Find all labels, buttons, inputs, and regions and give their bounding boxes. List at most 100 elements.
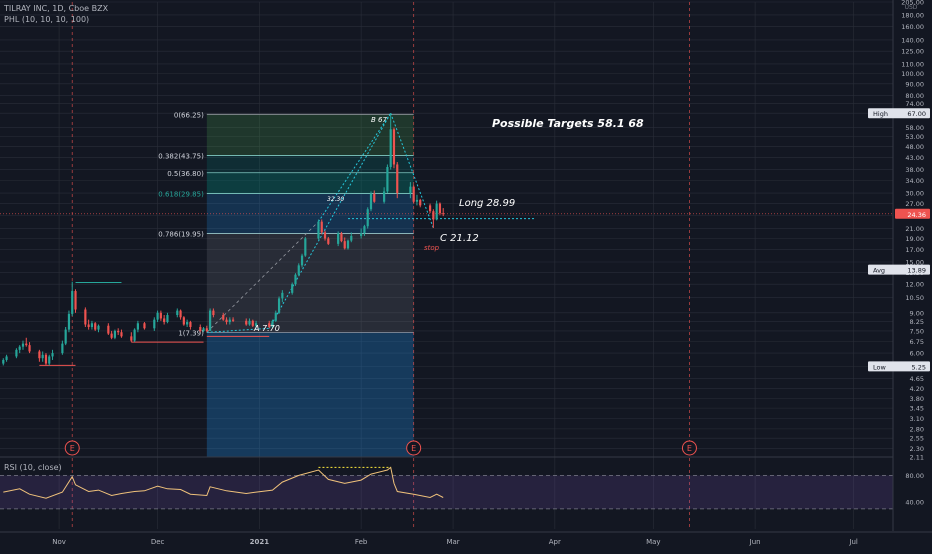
candle-body	[320, 221, 323, 233]
stop-label: stop	[424, 244, 440, 252]
candles	[2, 113, 445, 366]
price-tick-label: 110.00	[901, 60, 924, 68]
price-tick-label: 2.30	[910, 445, 924, 453]
candle-body	[48, 356, 51, 364]
candle-body	[231, 319, 235, 321]
candle-body	[2, 359, 5, 364]
price-tick-label: 34.00	[905, 177, 924, 185]
candle-body	[281, 292, 284, 299]
price-tick-label: 2.55	[910, 435, 924, 443]
candle-body	[117, 330, 120, 333]
earnings-marker: E	[406, 440, 422, 456]
fib-band	[206, 233, 414, 333]
candle-body	[130, 336, 133, 341]
candle-body	[346, 240, 350, 249]
high-price-tag: High 67.00	[868, 108, 930, 119]
candle-body	[291, 284, 294, 293]
time-axis: Nov Dec 2021 Feb Mar Apr May Jun Jul	[0, 531, 932, 546]
earnings-marker-circle	[406, 440, 422, 456]
price-tick-label: 38.00	[905, 166, 924, 174]
time-tick-label: Jul	[848, 538, 858, 546]
candle-body	[44, 354, 48, 364]
candle-body	[369, 193, 373, 210]
candle-body	[38, 351, 41, 359]
symbol-title[interactable]: TILRAY INC, 1D, Cboe BZX	[4, 4, 109, 13]
candle-body	[392, 129, 396, 165]
candle-body	[166, 315, 169, 323]
rsi-band	[0, 475, 893, 509]
rsi-pane: RSI (10, close)	[0, 456, 932, 510]
fib-level-label: 0.5(36.80)	[167, 170, 204, 178]
price-tick-label: 74.00	[905, 100, 924, 108]
fib-level-label: 0.618(29.85)	[158, 191, 204, 199]
price-tick-label: 3.80	[910, 395, 924, 403]
candle-body	[5, 356, 8, 360]
candle-body	[337, 233, 340, 244]
candle-body	[182, 317, 185, 325]
price-tick-label: 4.65	[910, 375, 924, 383]
time-tick-label: Dec	[151, 538, 165, 546]
candle-body	[61, 343, 64, 354]
earnings-marker-label: E	[70, 444, 75, 453]
candle-body	[428, 205, 432, 212]
candle-body	[248, 320, 251, 325]
price-tick-label: 140.00	[901, 36, 924, 44]
rsi-line	[3, 466, 444, 499]
candle-body	[71, 291, 74, 314]
candle-body	[159, 312, 162, 319]
low-tag-name: Low	[873, 363, 886, 371]
candle-body	[51, 353, 54, 357]
fib-band	[206, 155, 414, 173]
price-tick-label: 100.00	[901, 70, 924, 78]
candle-body	[419, 199, 422, 206]
rsi-tick-label: 40.00	[905, 499, 924, 507]
high-tag-name: High	[873, 110, 888, 118]
candle-body	[415, 199, 419, 202]
candle-body	[245, 320, 248, 325]
low-tag-value: 5.25	[912, 363, 926, 371]
candle-body	[74, 291, 77, 310]
candle-body	[120, 332, 123, 337]
candle-body	[156, 312, 159, 320]
a-point-label: A 7.70	[253, 324, 280, 333]
annotations: Possible Targets 58.1 68 Long 28.99 C 21.1…	[253, 116, 644, 333]
candle-body	[90, 323, 94, 328]
price-tick-label: 160.00	[901, 23, 924, 31]
candle-body	[222, 315, 225, 320]
candle-body	[317, 221, 320, 239]
price-tick-label: 2.80	[910, 425, 924, 433]
candle-body	[41, 354, 44, 359]
price-tick-label: 6.75	[910, 338, 924, 346]
high-tag-bg	[868, 108, 930, 119]
price-tick-label: 19.00	[905, 235, 924, 243]
candle-body	[271, 320, 274, 328]
price-tick-label: 9.00	[910, 309, 924, 317]
avg-tag-bg	[868, 264, 930, 275]
fib-band	[206, 193, 414, 234]
price-tick-label: 2.11	[910, 454, 924, 462]
candle-body	[323, 232, 327, 239]
pattern-leg	[390, 113, 434, 229]
candle-body	[383, 191, 386, 202]
candle-body	[136, 323, 139, 330]
candle-body	[199, 327, 202, 331]
pattern-leg	[206, 327, 270, 333]
price-tick-label: 17.00	[905, 246, 924, 254]
candle-body	[277, 298, 281, 313]
fib-retracement: 0(66.25) 0.382(43.75) 0.5(36.80) 0.618(29.8…	[158, 111, 414, 457]
current-tag-bg	[895, 208, 930, 219]
candle-body	[176, 310, 179, 316]
indicator-legend[interactable]: PHL (10, 10, 10, 100)	[4, 15, 90, 24]
price-tick-label: 53.00	[905, 133, 924, 141]
earnings-marker-circle	[681, 440, 697, 456]
candle-body	[186, 322, 189, 325]
candle-body	[163, 318, 166, 323]
price-tick-label: 21.00	[905, 225, 924, 233]
grid	[0, 1, 893, 529]
time-tick-label: Apr	[549, 538, 561, 546]
pattern-leg	[318, 112, 392, 222]
current-price-tag: 24.36	[895, 208, 930, 219]
